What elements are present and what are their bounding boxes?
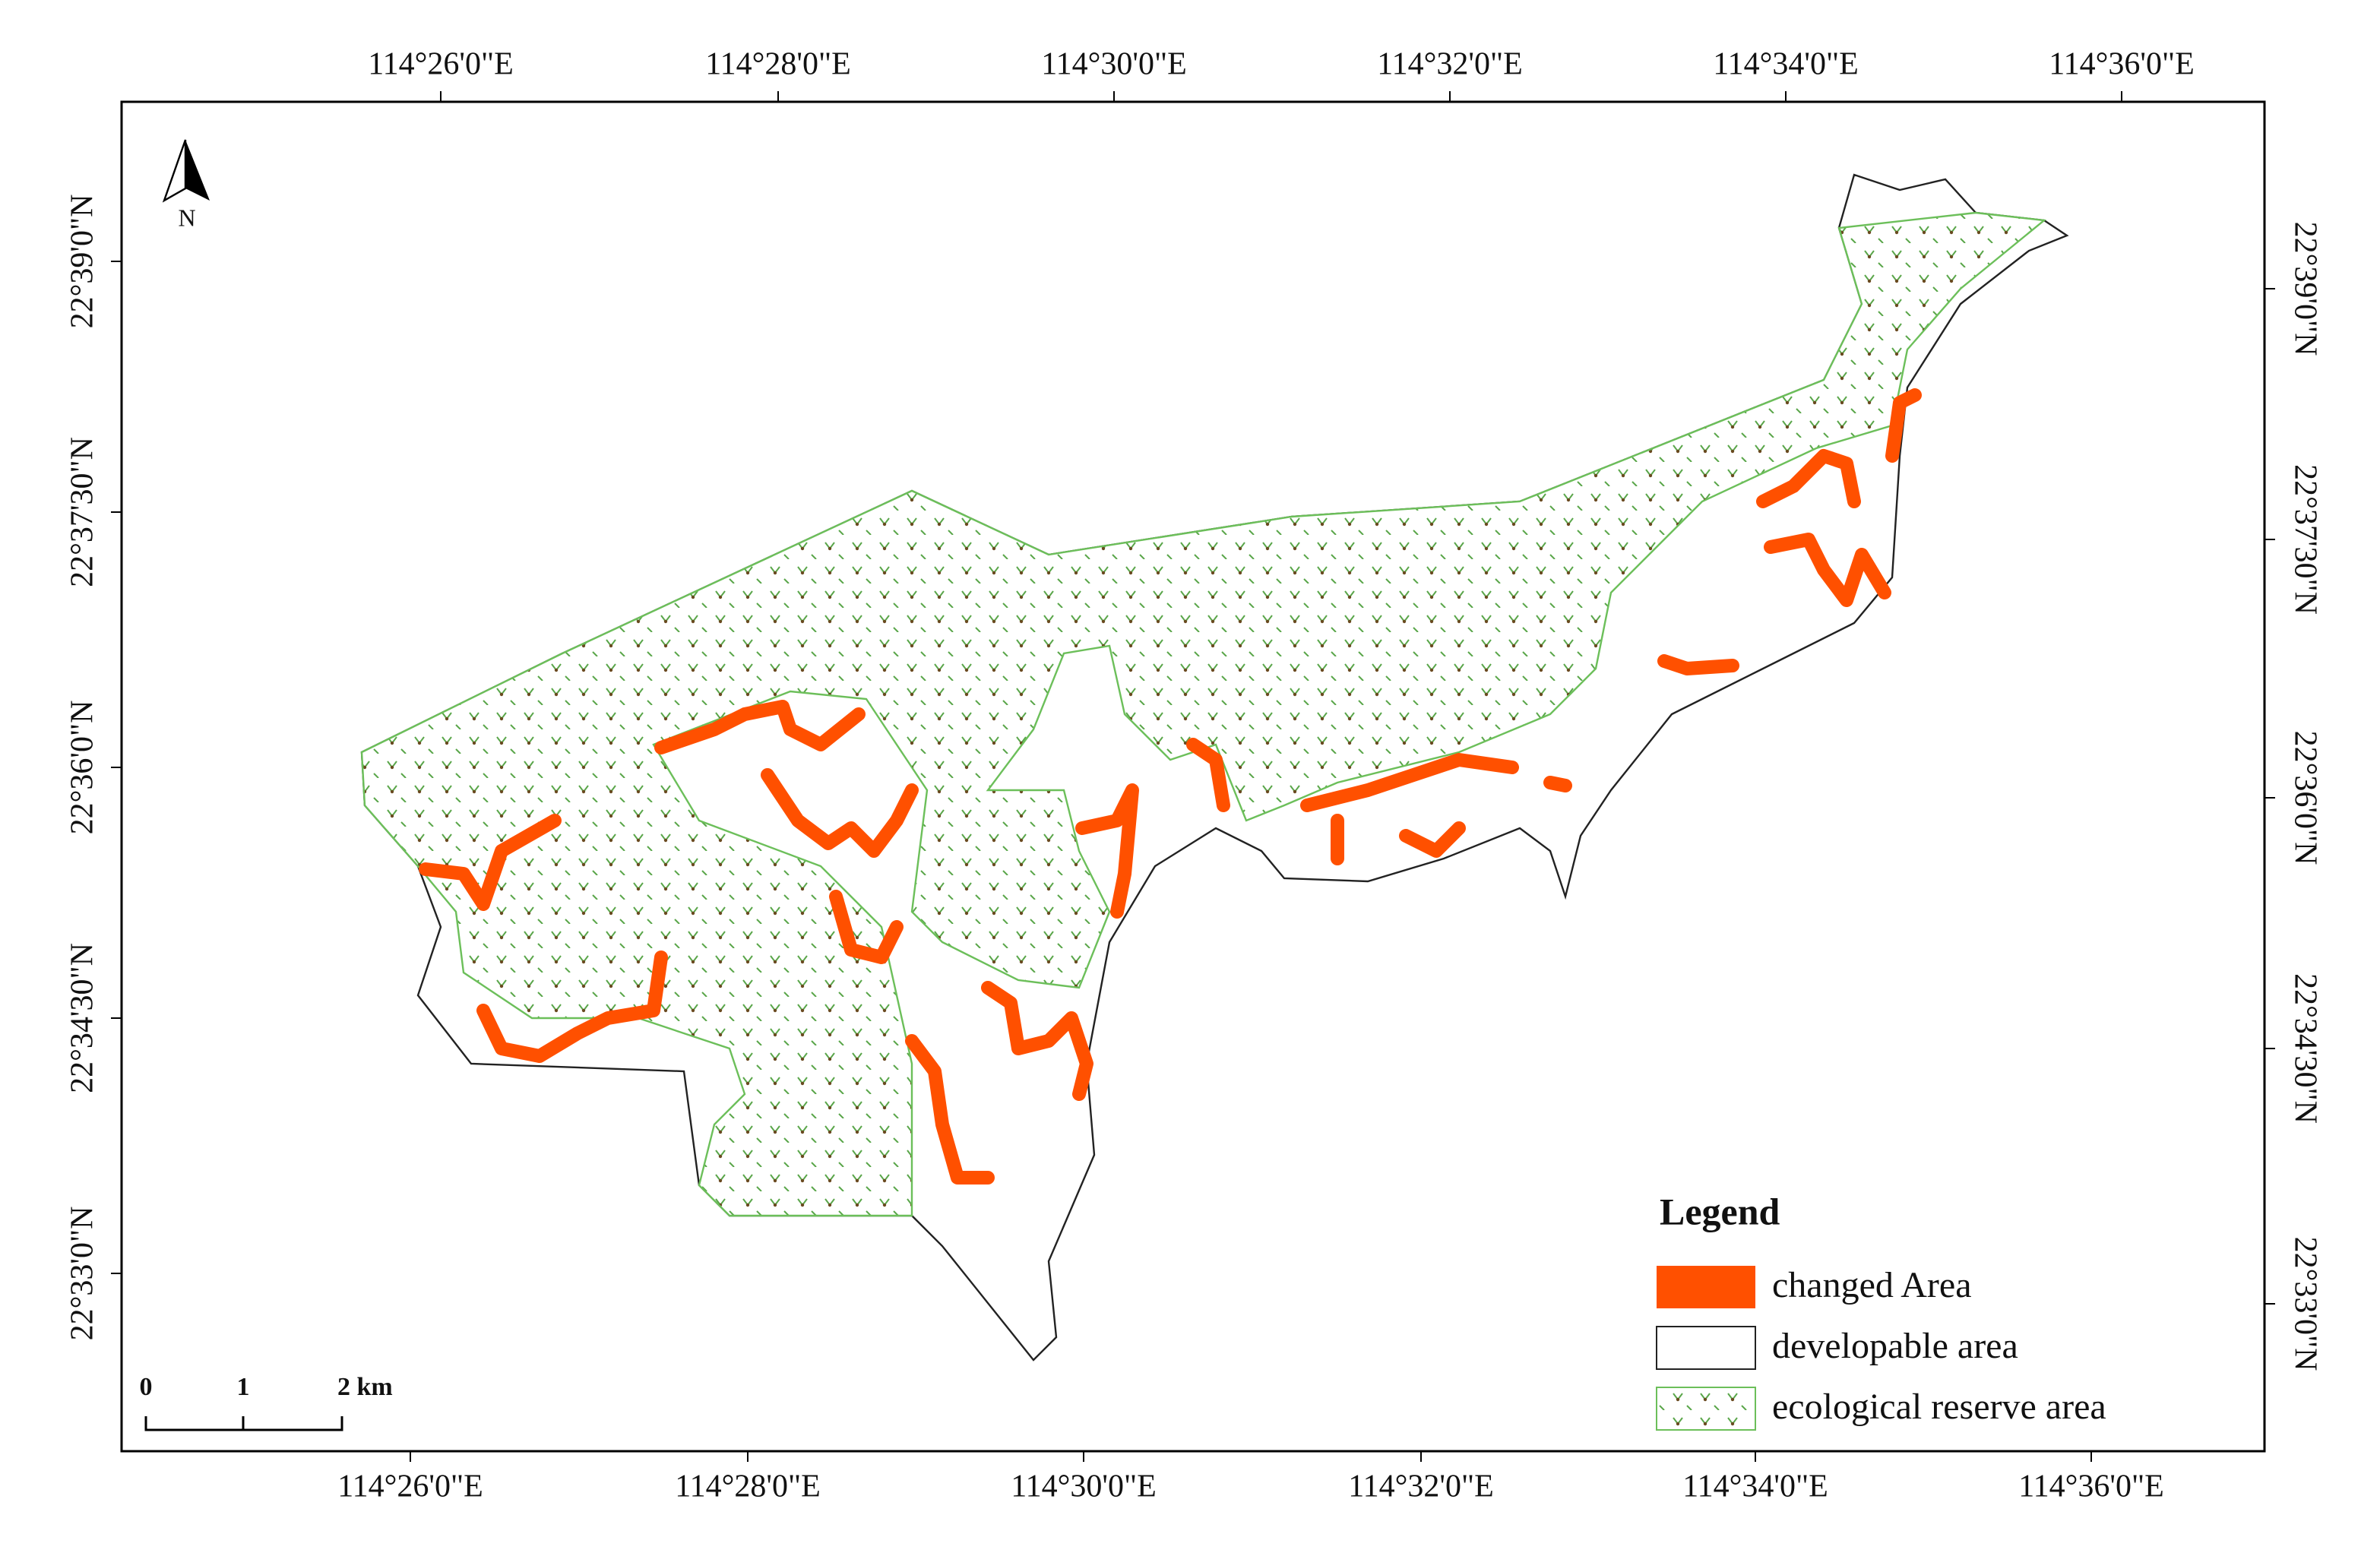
changed-area-patches	[419, 388, 1922, 1185]
left-coordinate-label: 22°34'30"N	[65, 943, 100, 1093]
left-coordinate-label: 22°39'0"N	[65, 195, 100, 329]
bottom-coordinate-label: 114°34'0"E	[1682, 1469, 1828, 1504]
scale-label: 2 km	[337, 1373, 393, 1401]
top-coordinate-label: 114°34'0"E	[1713, 47, 1859, 82]
right-coordinate-label: 22°33'0"N	[2287, 1237, 2322, 1371]
bottom-coordinate-label: 114°36'0"E	[2018, 1469, 2164, 1504]
legend-swatch	[1657, 1266, 1755, 1308]
left-coordinate-label: 22°36'0"N	[65, 701, 100, 835]
right-coordinate-label: 22°36'0"N	[2287, 731, 2322, 865]
right-coordinate-label: 22°39'0"N	[2287, 222, 2322, 356]
left-coordinate-label: 22°33'0"N	[65, 1207, 100, 1341]
left-coordinate-label: 22°37'30"N	[65, 437, 100, 587]
legend-swatch	[1656, 1326, 1756, 1370]
top-coordinate-label: 114°32'0"E	[1377, 47, 1523, 82]
bottom-coordinate-label: 114°32'0"E	[1348, 1469, 1494, 1504]
legend-label: changed Area	[1772, 1265, 1972, 1305]
scale-label: 1	[237, 1373, 250, 1401]
right-coordinate-label: 22°37'30"N	[2287, 464, 2322, 615]
legend: Legend	[1656, 1190, 1780, 1431]
ecological-reserve-area	[360, 211, 2046, 1217]
legend-swatch	[1656, 1387, 1756, 1431]
bottom-coordinate-label: 114°30'0"E	[1011, 1469, 1157, 1504]
right-coordinate-label: 22°34'30"N	[2287, 973, 2322, 1124]
legend-label: ecological reserve area	[1772, 1387, 2106, 1427]
north-arrow: N	[162, 139, 210, 231]
legend-label: developable area	[1772, 1326, 2018, 1366]
scale-bar	[144, 1416, 343, 1431]
scale-label: 0	[140, 1373, 153, 1401]
top-coordinate-label: 114°36'0"E	[2049, 47, 2195, 82]
top-coordinate-label: 114°30'0"E	[1041, 47, 1187, 82]
bottom-coordinate-label: 114°26'0"E	[337, 1469, 483, 1504]
top-coordinate-label: 114°26'0"E	[368, 47, 514, 82]
bottom-coordinate-label: 114°28'0"E	[675, 1469, 821, 1504]
top-coordinate-label: 114°28'0"E	[705, 47, 851, 82]
north-label: N	[178, 204, 195, 231]
legend-title: Legend	[1660, 1190, 1780, 1232]
